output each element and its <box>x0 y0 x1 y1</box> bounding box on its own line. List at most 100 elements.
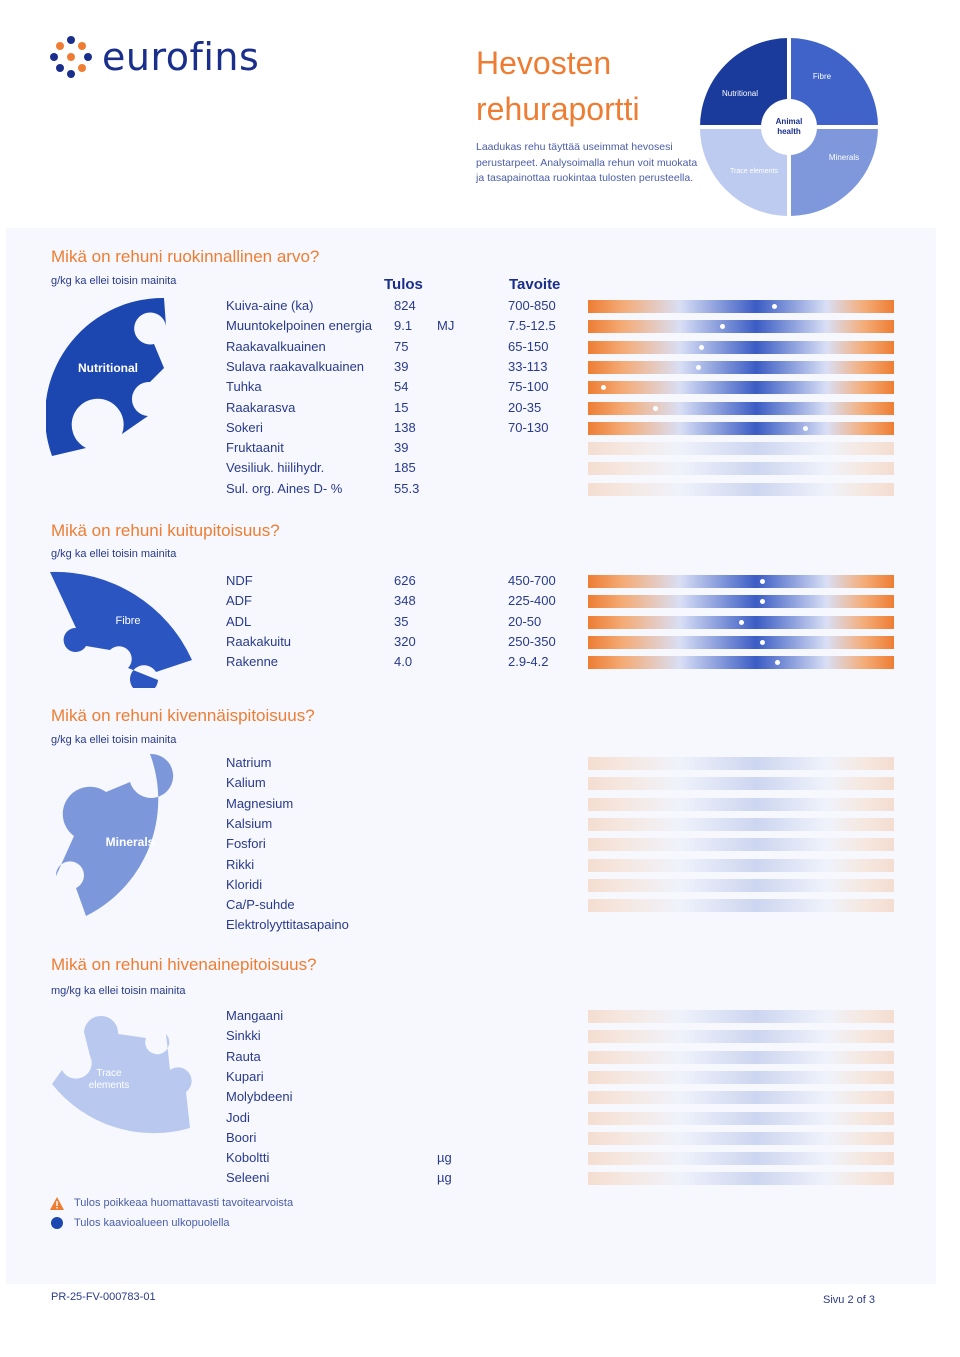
legend-outside: Tulos kaavioalueen ulkopuolella <box>50 1216 230 1230</box>
range-bar <box>588 777 894 791</box>
table-row: ADF 348 225-400 <box>0 592 960 612</box>
table-row: Tuhka 54 75-100 <box>0 378 960 398</box>
table-row: Kuiva-aine (ka) 824 700-850 <box>0 297 960 317</box>
row-label: Natrium <box>226 755 272 770</box>
row-label: Vesiliuk. hiilihydr. <box>226 460 325 476</box>
row-result: 9.1 <box>394 318 413 334</box>
table-row: Sul. org. Aines D- % 55.3 <box>0 480 960 500</box>
wheel-fibre-segment <box>789 38 878 127</box>
nutritional-puzzle-icon: Nutritional <box>46 297 166 456</box>
wheel-label-minerals: Minerals <box>829 153 859 162</box>
result-marker <box>652 405 658 411</box>
warning-icon <box>50 1196 64 1210</box>
table-row: Ca/P-suhde <box>0 896 960 916</box>
result-marker <box>759 579 765 584</box>
trace-puzzle-icon: Trace elements <box>52 1015 192 1134</box>
legend-warning: Tulos poikkeaa huomattavasti tavoitearvo… <box>50 1196 293 1210</box>
row-target: 225-400 <box>508 593 556 609</box>
range-bar <box>588 817 894 831</box>
row-unit: µg <box>437 1170 452 1186</box>
wheel-label-nutritional: Nutritional <box>722 89 758 98</box>
row-label: Rikki <box>226 856 255 872</box>
row-label: Magnesium <box>226 795 294 811</box>
range-bar <box>588 1030 894 1044</box>
row-label: Kalsium <box>226 815 273 831</box>
row-label: Ca/P-suhde <box>226 897 295 913</box>
trace-puzzle-label-1: Trace <box>96 1068 122 1079</box>
range-bar <box>588 838 894 852</box>
row-result: 54 <box>394 379 409 395</box>
row-label: ADF <box>226 593 252 609</box>
table-row: Magnesium <box>0 795 960 815</box>
result-marker <box>720 324 726 330</box>
row-label: Molybdeeni <box>226 1089 293 1105</box>
table-row: Kalsium <box>0 815 960 835</box>
row-label: ADL <box>226 613 252 629</box>
legend-outside-text: Tulos kaavioalueen ulkopuolella <box>74 1217 230 1229</box>
row-label: Rauta <box>226 1048 261 1064</box>
range-bar <box>588 656 894 670</box>
table-row: NDF 626 450-700 <box>0 572 960 592</box>
table-row: Kloridi <box>0 876 960 896</box>
range-bar <box>588 757 894 770</box>
row-target: 450-700 <box>508 573 556 588</box>
trace-puzzle-label-2: elements <box>89 1080 130 1091</box>
page-number: Sivu 2 of 3 <box>823 1294 875 1306</box>
result-marker <box>772 304 778 309</box>
range-bar <box>588 635 894 649</box>
nutritional-unit: g/kg ka ellei toisin mainita <box>51 275 177 287</box>
row-label: Seleeni <box>226 1170 270 1186</box>
row-label: Koboltti <box>226 1150 270 1166</box>
range-bar <box>588 401 894 415</box>
row-result: 35 <box>394 613 409 629</box>
eurofins-logo: eurofins <box>48 34 259 80</box>
filled-circle-icon <box>50 1216 64 1230</box>
wheel-label-trace: Trace elements <box>730 168 778 175</box>
range-bar <box>588 340 894 354</box>
row-result: 4.0 <box>394 654 413 670</box>
range-bar <box>588 595 894 609</box>
row-result: 348 <box>394 593 416 609</box>
table-row: Sokeri 138 70-130 <box>0 419 960 439</box>
wheel-nutritional-segment <box>700 38 789 127</box>
row-label: Muuntokelpoinen energia <box>226 318 372 334</box>
result-marker <box>600 385 606 391</box>
wheel-trace-segment <box>700 127 789 216</box>
range-bar <box>588 482 894 496</box>
table-row: Jodi <box>0 1109 960 1129</box>
animal-health-wheel: Animal health Nutritional Fibre Minerals… <box>700 38 878 216</box>
table-row: Molybdeeni <box>0 1088 960 1108</box>
wheel-center-label-1: Animal <box>776 117 803 126</box>
row-unit: µg <box>437 1150 452 1166</box>
result-marker <box>802 425 808 431</box>
row-result: 55.3 <box>394 480 420 496</box>
row-label: Fruktaanit <box>226 440 284 456</box>
row-result: 75 <box>394 338 409 354</box>
range-bar <box>588 421 894 435</box>
row-label: Sulava raakavalkuainen <box>226 358 365 374</box>
table-row: Boori <box>0 1129 960 1149</box>
eurofins-logo-icon <box>48 34 94 80</box>
table-row: Kalium <box>0 774 960 794</box>
table-row: Rikki <box>0 856 960 876</box>
table-row: Seleeni µg <box>0 1169 960 1189</box>
report-id: PR-25-FV-000783-01 <box>51 1291 156 1303</box>
row-label: Kuiva-aine (ka) <box>226 298 314 313</box>
nutritional-puzzle-label: Nutritional <box>78 361 138 375</box>
row-target: 65-150 <box>508 338 549 354</box>
row-label: Mangaani <box>226 1008 284 1023</box>
trace-title: Mikä on rehuni hivenainepitoisuus? <box>51 955 317 974</box>
result-marker <box>759 639 765 645</box>
row-target: 250-350 <box>508 633 556 649</box>
intro-text: Laadukas rehu täyttää useimmat hevosesi … <box>476 141 698 184</box>
row-label: Kalium <box>226 775 266 791</box>
row-result: 824 <box>394 298 416 313</box>
row-label: Sokeri <box>226 419 263 435</box>
row-label: Raakarasva <box>226 399 296 415</box>
trace-unit: mg/kg ka ellei toisin mainita <box>51 985 186 997</box>
range-bar <box>588 1091 894 1105</box>
row-result: 39 <box>394 440 409 456</box>
row-target: 70-130 <box>508 419 549 435</box>
result-marker <box>775 660 781 666</box>
